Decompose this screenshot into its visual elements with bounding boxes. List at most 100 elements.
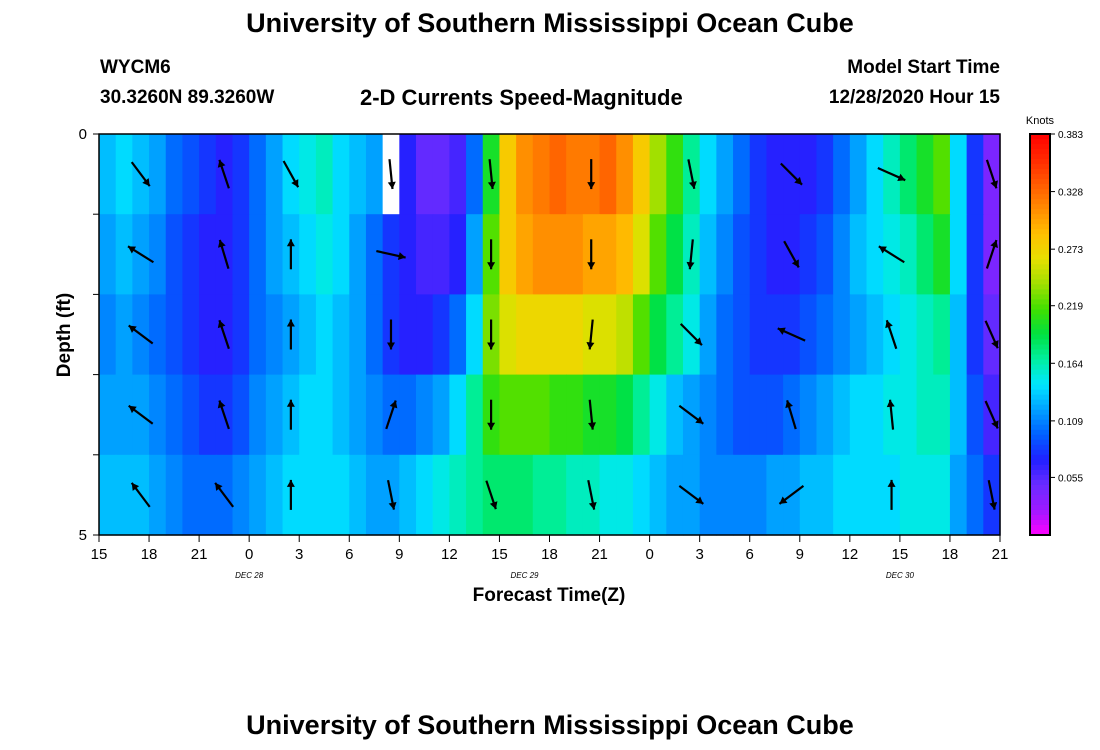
heatmap-cell	[115, 374, 133, 456]
current-arrow	[217, 400, 230, 430]
date-label: DEC 30	[886, 571, 915, 580]
current-arrow	[376, 249, 406, 260]
heatmap-cell	[566, 134, 584, 215]
heatmap-cell	[733, 374, 751, 456]
colorbar-segment	[1030, 499, 1050, 506]
arrow-head	[878, 246, 887, 254]
arrow-head	[588, 422, 596, 430]
colorbar-segment	[1030, 219, 1050, 225]
current-arrow	[778, 485, 805, 505]
heatmap-cell	[666, 294, 684, 376]
heatmap-cell	[916, 134, 934, 215]
x-tick-label: 0	[245, 546, 253, 563]
colorbar-segment	[1030, 484, 1050, 491]
heatmap-cell	[466, 294, 484, 376]
heatmap-cell	[866, 374, 884, 456]
heatmap-cell	[949, 214, 968, 295]
heatmap-cell	[165, 374, 184, 456]
arrow-head	[588, 501, 597, 510]
colorbar-segment	[1030, 364, 1050, 371]
heatmap-cell	[766, 374, 784, 456]
heatmap-cell	[449, 134, 467, 215]
colorbar-segment	[1030, 249, 1050, 255]
heatmap-cell	[616, 454, 634, 536]
heatmap-cell	[749, 214, 768, 295]
model-start-time: 12/28/2020 Hour 15	[828, 87, 1000, 108]
colorbar-segment	[1030, 354, 1050, 361]
arrow-head	[291, 179, 299, 188]
heatmap-cell	[899, 294, 918, 376]
heatmap-cell	[365, 134, 384, 215]
arrow-head	[142, 178, 150, 187]
colorbar-segment	[1030, 424, 1050, 431]
heatmap-cell	[899, 214, 918, 295]
heatmap-cell	[332, 134, 350, 215]
heatmap-cell	[416, 294, 434, 376]
heatmap-cell	[816, 374, 834, 456]
x-tick-label: 3	[295, 546, 303, 563]
arrow-head	[397, 252, 406, 260]
arrow-head	[785, 400, 793, 409]
heatmap-cell	[933, 134, 951, 215]
colorbar-segment	[1030, 329, 1050, 336]
heatmap-cell	[265, 454, 284, 536]
colorbar-segment	[1030, 284, 1050, 290]
arrow-head	[794, 176, 803, 185]
arrow-head	[286, 239, 295, 247]
colorbar-segment	[1030, 394, 1050, 401]
heatmap-cell	[399, 454, 417, 536]
heatmap-cell	[315, 214, 334, 295]
heatmap-cell	[766, 294, 784, 376]
date-label: DEC 29	[510, 571, 539, 580]
heatmap-cell	[949, 294, 968, 376]
heatmap-cell	[315, 454, 334, 536]
colorbar-segment	[1030, 519, 1050, 526]
colorbar-segment	[1030, 369, 1050, 376]
x-tick-label: 15	[491, 546, 508, 563]
heatmap-cell	[249, 294, 267, 376]
x-tick-label: 21	[591, 546, 608, 563]
heatmap-cell	[933, 294, 951, 376]
arrow-head	[587, 262, 596, 270]
current-arrow	[886, 399, 895, 430]
arrow-head	[489, 501, 498, 510]
colorbar-segment	[1030, 439, 1050, 446]
heatmap-cell	[799, 374, 818, 456]
arrow-head	[128, 325, 137, 333]
arrow-head	[791, 259, 799, 268]
colorbar-segment	[1030, 324, 1050, 331]
heatmap-cell	[165, 134, 184, 215]
colorbar-segment	[1030, 384, 1050, 391]
colorbar-segment	[1030, 379, 1050, 386]
colorbar-segment	[1030, 339, 1050, 346]
colorbar-segment	[1030, 229, 1050, 235]
heatmap-cell	[365, 374, 384, 456]
current-arrow	[130, 161, 151, 187]
current-arrow	[487, 239, 496, 270]
arrow-head	[127, 246, 137, 254]
heatmap-cell	[466, 374, 484, 456]
arrow-head	[286, 399, 295, 407]
heatmap-cell	[399, 294, 417, 376]
current-arrow	[984, 320, 999, 349]
arrow-head	[128, 405, 137, 414]
heatmap-cell	[849, 454, 868, 536]
arrow-head	[885, 320, 893, 329]
heatmap-cell	[149, 134, 167, 215]
heatmap-cell	[733, 454, 751, 536]
heatmap-cell	[99, 374, 117, 456]
heatmap-cell	[966, 214, 984, 295]
arrow-head	[215, 482, 223, 491]
heatmap-cell	[849, 374, 868, 456]
heatmap-cell	[833, 214, 851, 295]
colorbar-segment	[1030, 464, 1050, 471]
colorbar-segment	[1030, 184, 1050, 190]
current-arrow	[686, 239, 695, 270]
heatmap-cell	[933, 214, 951, 295]
colorbar-segment	[1030, 524, 1050, 531]
colorbar-segment	[1030, 269, 1050, 275]
heatmap-cell	[99, 134, 117, 215]
heatmap-cell	[966, 134, 984, 215]
colorbar-segment	[1030, 144, 1050, 150]
colorbar-segment	[1030, 149, 1050, 155]
